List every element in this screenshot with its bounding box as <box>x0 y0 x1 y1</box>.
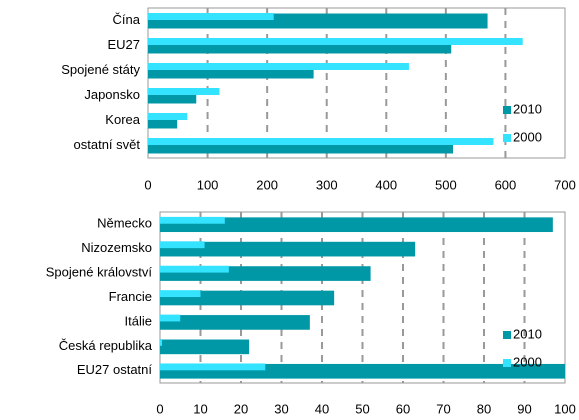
legend-swatch <box>503 134 511 142</box>
y-tick-label: Spojené státy <box>61 62 140 77</box>
bar <box>160 265 229 273</box>
x-tick-label: 600 <box>495 177 517 192</box>
y-tick-label: Itálie <box>125 313 152 328</box>
x-tick-label: 100 <box>554 401 576 416</box>
bar <box>148 88 220 95</box>
x-tick-label: 100 <box>197 177 219 192</box>
bar <box>160 290 201 298</box>
x-tick-label: 70 <box>436 401 450 416</box>
x-tick-label: 500 <box>435 177 457 192</box>
bar <box>148 138 494 145</box>
x-tick-label: 30 <box>274 401 288 416</box>
legend-label: 2010 <box>513 101 542 116</box>
y-tick-label: Korea <box>105 112 140 127</box>
bar <box>148 113 188 120</box>
x-tick-label: 400 <box>375 177 397 192</box>
y-tick-label: Česká republika <box>59 338 153 353</box>
bar <box>160 216 225 224</box>
x-tick-label: 0 <box>144 177 151 192</box>
x-tick-label: 200 <box>256 177 278 192</box>
y-tick-label: ostatní svět <box>74 137 141 152</box>
y-tick-label: EU27 <box>107 37 140 52</box>
legend-swatch <box>503 331 511 339</box>
y-tick-label: Nizozemsko <box>81 240 152 255</box>
x-tick-label: 0 <box>156 401 163 416</box>
x-tick-label: 10 <box>193 401 207 416</box>
legend-swatch <box>503 359 511 367</box>
x-tick-label: 50 <box>355 401 369 416</box>
bar <box>160 363 266 371</box>
y-tick-label: Německo <box>97 216 152 231</box>
x-tick-label: 20 <box>234 401 248 416</box>
bar <box>160 314 181 322</box>
y-tick-label: Spojené království <box>46 265 153 280</box>
legend-label: 2010 <box>513 326 542 341</box>
bar <box>160 241 416 257</box>
y-tick-label: Japonsko <box>84 87 140 102</box>
bar <box>160 315 310 330</box>
x-tick-label: 90 <box>517 401 531 416</box>
legend-label: 2000 <box>513 354 542 369</box>
y-tick-label: EU27 ostatní <box>77 362 153 377</box>
legend-label: 2000 <box>513 129 542 144</box>
x-tick-label: 60 <box>396 401 410 416</box>
y-tick-label: Čína <box>113 12 141 27</box>
bar <box>160 290 335 306</box>
x-tick-label: 700 <box>554 177 576 192</box>
bar <box>160 339 250 355</box>
bar <box>160 217 553 233</box>
y-tick-label: Francie <box>109 289 152 304</box>
plot-frame <box>147 7 566 159</box>
bar <box>160 241 205 249</box>
x-tick-label: 40 <box>315 401 329 416</box>
bar <box>148 63 409 70</box>
bar <box>160 339 163 346</box>
x-tick-label: 300 <box>316 177 338 192</box>
bar <box>148 38 523 45</box>
legend-swatch <box>503 106 511 114</box>
x-tick-label: 80 <box>477 401 491 416</box>
bar <box>148 13 274 20</box>
